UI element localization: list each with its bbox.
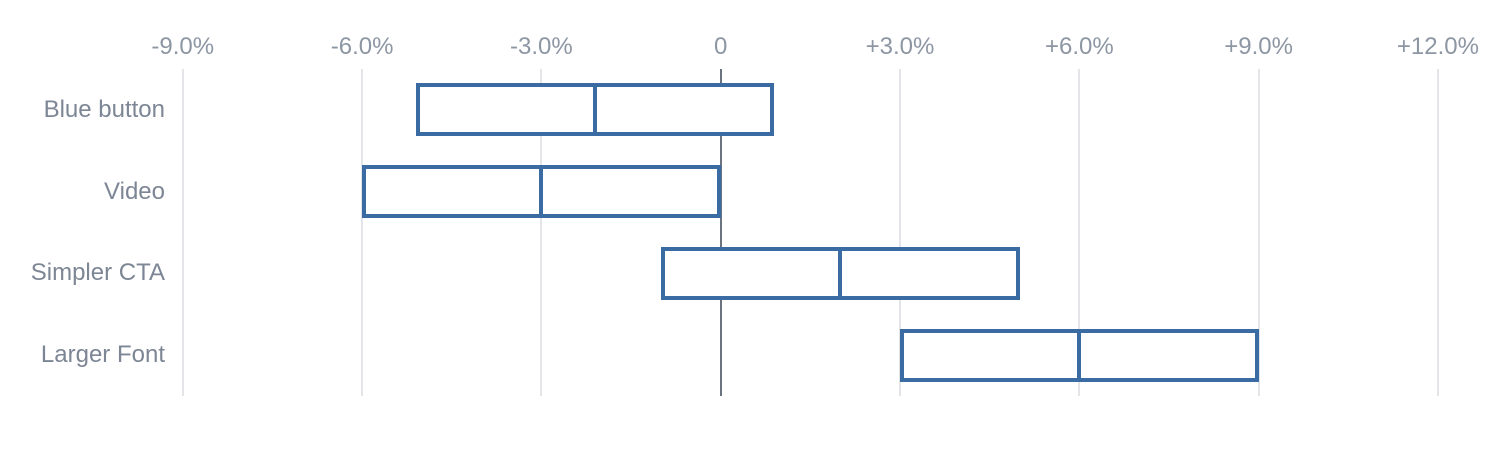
category-label: Video (104, 177, 165, 205)
interval-midpoint-divider (539, 169, 544, 215)
x-tick-label: +3.0% (865, 33, 935, 60)
interval-box (900, 328, 1259, 382)
gridline (181, 69, 184, 396)
x-tick-label: +9.0% (1224, 33, 1293, 60)
x-tick-label: -6.0% (330, 33, 394, 60)
interval-box (415, 83, 775, 137)
x-tick-label: +12.0% (1396, 33, 1479, 60)
gridline (540, 69, 543, 396)
zero-axis-line (719, 69, 722, 396)
interval-box (362, 165, 721, 219)
interval-midpoint-divider (593, 87, 598, 133)
interval-midpoint-divider (1077, 332, 1082, 378)
category-label: Larger Font (40, 341, 165, 369)
category-label: Simpler CTA (30, 259, 165, 287)
gridline (1257, 69, 1260, 396)
gridline (1078, 69, 1081, 396)
interval-box (660, 246, 1020, 300)
x-tick-label: -3.0% (510, 33, 573, 60)
interval-midpoint-divider (838, 250, 843, 296)
x-tick-label: 0 (714, 33, 728, 60)
category-label: Blue button (43, 95, 165, 123)
gridline (1436, 69, 1439, 396)
x-tick-label: +6.0% (1044, 33, 1114, 60)
gridline (361, 69, 364, 396)
gridline (899, 69, 901, 396)
x-tick-label: -9.0% (151, 33, 215, 60)
